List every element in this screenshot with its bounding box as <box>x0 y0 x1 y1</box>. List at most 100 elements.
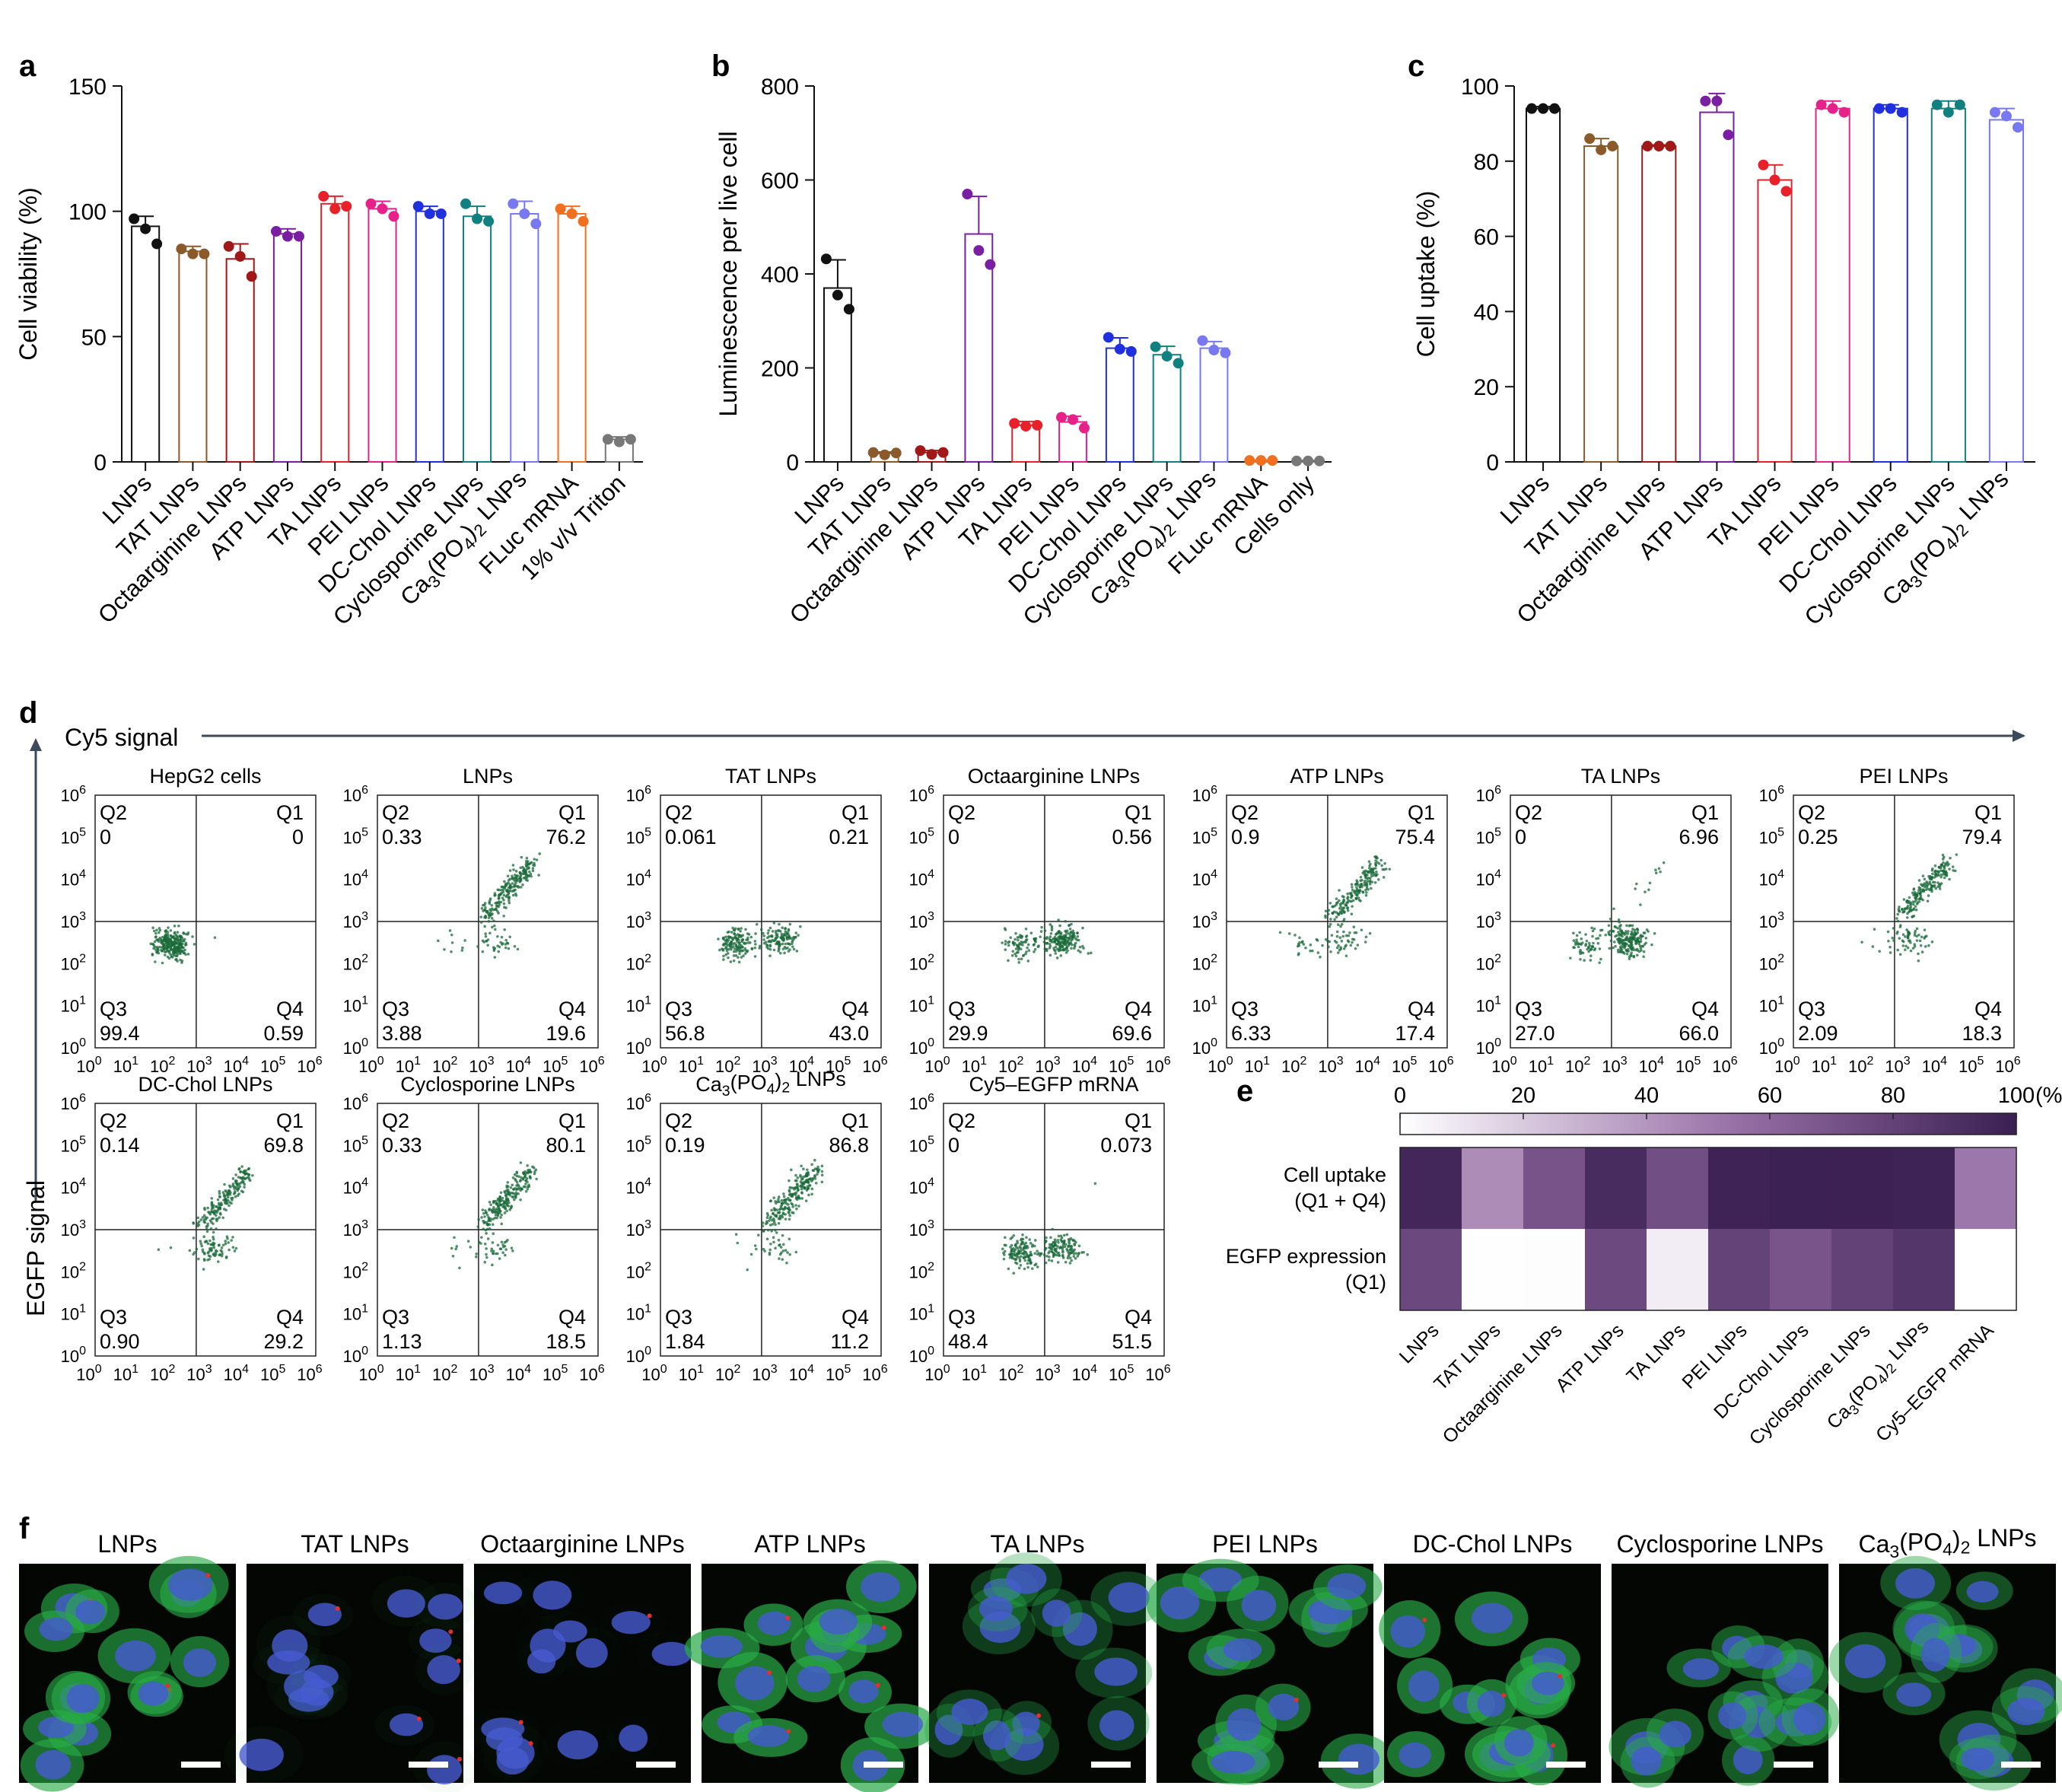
cell-nucleus <box>419 1628 452 1654</box>
flow-event <box>1024 938 1028 942</box>
tick-base: 10 <box>1759 786 1777 805</box>
quadrant-value-q3: 56.8 <box>665 1022 705 1045</box>
tick-exponent: 2 <box>1777 952 1784 965</box>
quadrant-value-q2: 0.14 <box>100 1134 140 1157</box>
red-puncta <box>457 1756 462 1762</box>
flow-event <box>231 1246 235 1249</box>
flow-plot-cy5-egfp-mrna: Cy5–EGFP mRNAQ20Q10.073Q348.4Q451.510010… <box>909 1073 1171 1384</box>
flow-event <box>183 948 186 952</box>
flow-event <box>727 935 730 938</box>
tick-base: 10 <box>789 1365 807 1384</box>
data-point <box>1173 358 1184 369</box>
quadrant-value-q3: 0.90 <box>100 1330 140 1353</box>
flow-event <box>776 1200 779 1203</box>
data-point <box>1896 107 1908 118</box>
flow-event <box>1025 934 1029 937</box>
flow-event <box>1026 960 1030 963</box>
flow-event <box>205 1227 208 1230</box>
tick-base: 10 <box>343 1221 361 1240</box>
flow-plot-hepg2-cells: HepG2 cellsQ20Q10Q399.4Q40.5910010010110… <box>61 765 323 1076</box>
flow-event <box>495 1202 498 1206</box>
flow-event <box>503 880 506 883</box>
flow-event <box>1891 936 1895 940</box>
tick-exponent: 0 <box>1211 1036 1217 1049</box>
flow-plot-ca3-po4-2-lnps: Ca3(PO4)2 LNPsQ20.19Q186.8Q31.84Q411.210… <box>626 1068 888 1384</box>
x-tick-label: 104 <box>1072 1055 1097 1076</box>
cell-nucleus <box>1042 1599 1071 1627</box>
scale-bar <box>636 1762 676 1768</box>
flow-event <box>210 1197 214 1200</box>
flow-event <box>1069 1246 1073 1249</box>
flow-event <box>218 1195 221 1198</box>
flow-event <box>192 1252 195 1256</box>
y-tick-label: 103 <box>626 910 651 931</box>
red-puncta <box>205 1573 211 1578</box>
flow-event <box>206 1242 210 1246</box>
tick-base: 10 <box>909 1262 928 1281</box>
flow-event <box>772 1196 776 1199</box>
flow-event <box>511 1176 515 1179</box>
tick-exponent: 5 <box>278 1363 285 1376</box>
flow-event <box>1338 936 1342 940</box>
y-tick-label: 101 <box>61 995 86 1016</box>
data-point <box>140 223 151 234</box>
y-tick-label: 101 <box>626 995 651 1016</box>
flow-event <box>504 938 508 942</box>
red-puncta <box>785 1615 791 1621</box>
flow-event <box>1036 1265 1039 1268</box>
flow-event <box>206 1251 210 1255</box>
tick-base: 10 <box>1245 1057 1263 1076</box>
flow-event <box>1904 907 1908 910</box>
flow-event <box>1016 1252 1019 1256</box>
tick-exponent: 3 <box>1211 910 1217 923</box>
flow-event <box>167 926 170 929</box>
x-tick-label: 102 <box>432 1363 457 1384</box>
tick-exponent: 1 <box>132 1363 138 1376</box>
heatmap-col-label-lnps: LNPs <box>1395 1319 1443 1367</box>
tick-exponent: 3 <box>205 1363 212 1376</box>
flow-event <box>1068 927 1072 931</box>
tick-exponent: 4 <box>1494 868 1501 881</box>
flow-event <box>186 953 190 956</box>
tick-exponent: 3 <box>1494 910 1501 923</box>
flow-event <box>219 1249 223 1252</box>
flow-event <box>484 1209 487 1212</box>
micrograph-pei-lnps: PEI LNPs <box>1146 1530 1394 1789</box>
flow-event <box>1324 937 1328 941</box>
flow-event <box>1043 929 1047 932</box>
tick-base: 10 <box>1476 954 1494 973</box>
flow-event <box>1028 1259 1032 1262</box>
flow-event <box>184 932 188 936</box>
quadrant-name-q2: Q2 <box>948 1109 975 1132</box>
flow-event <box>498 1257 501 1260</box>
flow-event <box>1584 933 1587 936</box>
flow-event <box>1351 899 1355 902</box>
scatter-population <box>1860 853 1959 963</box>
flow-event <box>777 1221 781 1225</box>
y-tick-label: 106 <box>343 1092 368 1113</box>
flow-event <box>1598 947 1602 950</box>
flow-event <box>1374 874 1378 877</box>
flow-event <box>732 950 736 953</box>
flow-event <box>1585 939 1589 943</box>
tick-exponent: 1 <box>414 1055 421 1068</box>
y-tick-label: 106 <box>909 784 934 805</box>
flow-event <box>796 1182 799 1186</box>
tick-exponent: 0 <box>928 1345 934 1358</box>
flow-event <box>771 1212 775 1215</box>
quadrant-name-q1: Q1 <box>1408 801 1435 824</box>
y-tick-label: 400 <box>761 263 799 288</box>
flow-event <box>1629 946 1632 950</box>
flow-event <box>491 1263 494 1267</box>
tick-base: 10 <box>343 1039 361 1058</box>
flow-event <box>722 958 725 961</box>
flow-event <box>797 1188 800 1192</box>
flow-event <box>787 1203 790 1206</box>
flow-event <box>476 945 479 948</box>
tick-base: 10 <box>396 1365 414 1384</box>
flow-event <box>802 1182 805 1186</box>
flow-event <box>1054 952 1058 955</box>
y-tick-label: 800 <box>761 75 799 100</box>
flow-event <box>502 902 506 906</box>
